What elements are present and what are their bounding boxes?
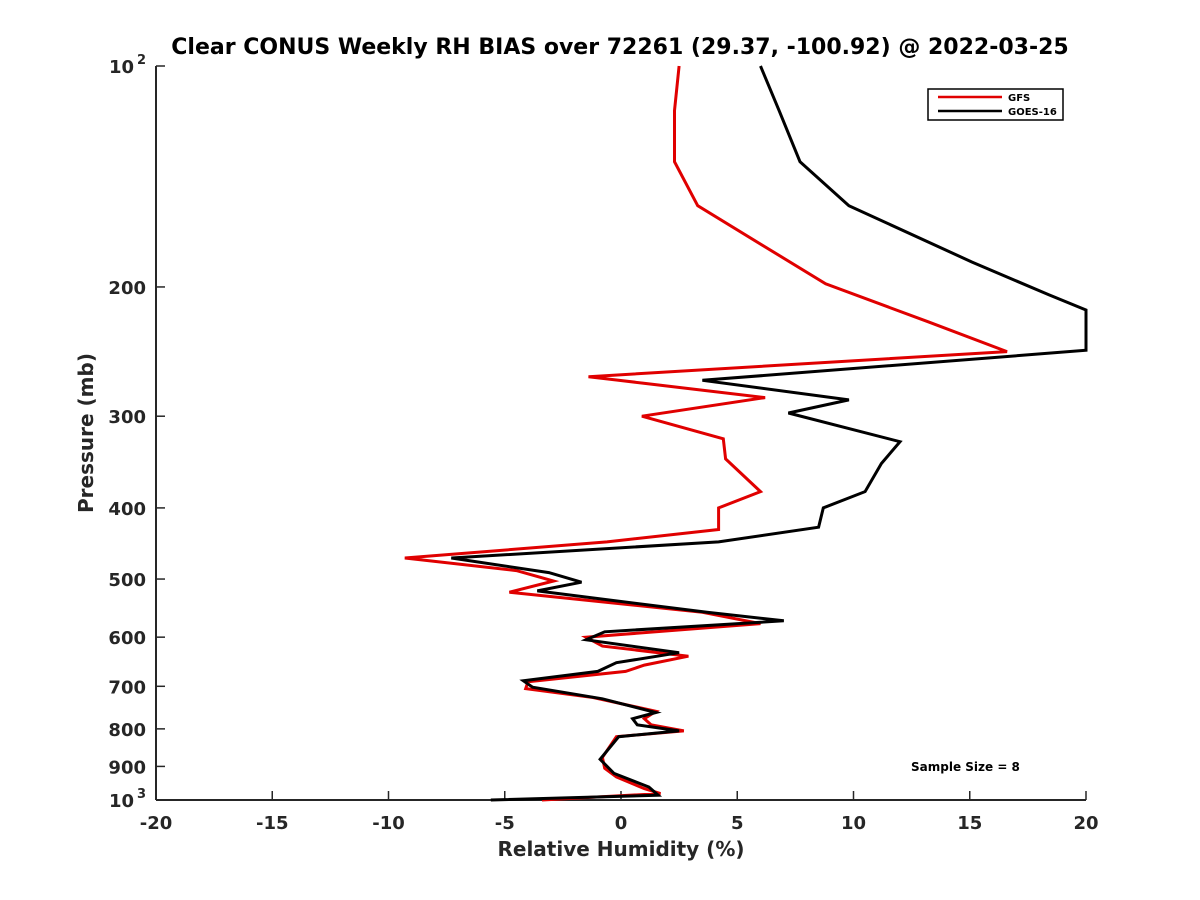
y-tick-label: 10 [109,57,134,78]
y-tick-label: 400 [108,499,146,520]
y-tick-label: 800 [108,720,146,741]
y-tick-label: 10 [109,791,134,812]
legend-box [927,88,1064,121]
x-tick-label: -5 [495,813,515,834]
series-line-goes16 [451,65,1088,802]
y-axis-label: Pressure (mb) [74,353,98,513]
y-tick-label: 700 [108,677,146,698]
sample-size-annotation: Sample Size = 8 [911,760,1020,774]
x-tick-label: 15 [957,813,982,834]
x-tick-label: 0 [615,813,628,834]
chart-title: Clear CONUS Weekly RH BIAS over 72261 (2… [171,35,1068,60]
x-tick-label: -15 [256,813,289,834]
y-tick-label: 300 [108,407,146,428]
x-ticks: -20 -15 -10 -5 0 5 10 15 20 [140,791,1099,834]
legend-label-gfs: GFS [1008,93,1030,104]
x-tick-label: -20 [140,813,173,834]
x-tick-label: 5 [731,813,744,834]
y-tick-label: 600 [108,628,146,649]
x-tick-label: -10 [372,813,405,834]
y-tick-exponent: 2 [137,53,146,68]
series-lines [404,65,1088,802]
y-tick-label: 500 [108,570,146,591]
y-tick-label: 200 [108,278,146,299]
legend: GFS GOES-16 [927,88,1064,121]
y-tick-label: 900 [108,757,146,778]
x-tick-label: 10 [841,813,866,834]
legend-label-goes16: GOES-16 [1008,107,1057,118]
x-tick-label: 20 [1073,813,1098,834]
y-tick-exponent: 3 [137,787,146,802]
x-axis-label: Relative Humidity (%) [497,837,744,861]
